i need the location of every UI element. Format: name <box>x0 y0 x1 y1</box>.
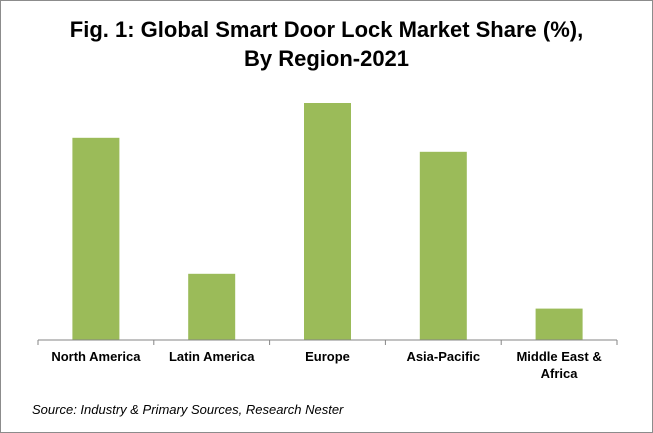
x-tick-label-line: North America <box>51 349 141 364</box>
x-tick-label: Latin America <box>169 349 255 364</box>
x-tick-label-line: Latin America <box>169 349 255 364</box>
chart-title-line-1: Fig. 1: Global Smart Door Lock Market Sh… <box>69 17 584 42</box>
chart-title: Fig. 1: Global Smart Door Lock Market Sh… <box>1 15 652 73</box>
chart-source-note: Source: Industry & Primary Sources, Rese… <box>32 402 344 417</box>
x-tick-label-line: Asia-Pacific <box>406 349 480 364</box>
x-tick-label-line: Africa <box>541 366 579 381</box>
x-tick-label: Middle East & Africa <box>516 349 601 381</box>
bar-asia-pacific <box>419 151 467 340</box>
bar-latin-america <box>188 273 236 340</box>
x-tick-label-line: Middle East & <box>516 349 601 364</box>
chart-title-line-2: By Region-2021 <box>243 46 410 71</box>
x-tick-label: Europe <box>305 349 350 364</box>
x-tick-label-line: Europe <box>305 349 350 364</box>
bar-europe <box>304 103 351 340</box>
x-tick-label: North America <box>51 349 141 364</box>
bar-north-america <box>72 137 120 340</box>
x-tick-label: Asia-Pacific <box>406 349 480 364</box>
bar-middle-east-africa <box>535 308 583 340</box>
